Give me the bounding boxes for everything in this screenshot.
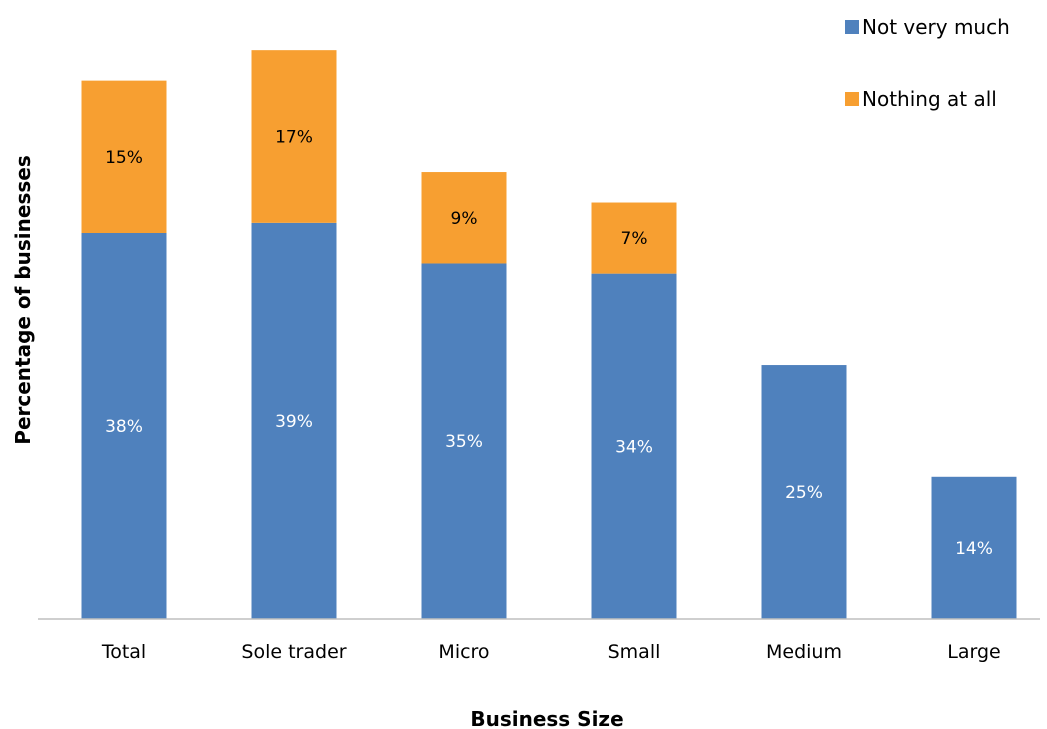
data-label-small-nothing-at-all: 7% — [621, 229, 648, 249]
bar-sole-trader-nothing-at-all — [251, 50, 337, 223]
data-label-large-not-very-much: 14% — [955, 539, 993, 559]
bar-small-nothing-at-all — [591, 202, 677, 274]
bar-sole-trader-not-very-much — [251, 222, 337, 619]
x-tick-labels: Total Sole trader Micro Small Medium Large — [101, 641, 1001, 663]
legend-label-not-very-much: Not very much — [862, 15, 1010, 39]
x-axis-title: Business Size — [470, 707, 623, 729]
data-label-small-not-very-much: 34% — [615, 437, 653, 457]
data-label-sole-trader-nothing-at-all: 17% — [275, 128, 313, 148]
bar-large-not-very-much — [931, 476, 1017, 619]
legend: Not very much Nothing at all — [845, 15, 1010, 111]
bar-small-not-very-much — [591, 273, 677, 619]
bar-medium-not-very-much — [761, 365, 847, 619]
data-label-total-not-very-much: 38% — [105, 417, 143, 437]
legend-label-nothing-at-all: Nothing at all — [862, 87, 997, 111]
data-label-micro-nothing-at-all: 9% — [451, 209, 478, 229]
data-label-medium-not-very-much: 25% — [785, 483, 823, 503]
x-tick-total: Total — [101, 641, 146, 663]
bar-total-not-very-much — [81, 233, 167, 619]
x-tick-medium: Medium — [766, 641, 842, 663]
bar-micro-nothing-at-all — [421, 172, 507, 264]
data-label-sole-trader-not-very-much: 39% — [275, 412, 313, 432]
bars-group: 38% 15% 39% 17% 35% 9% 34% 7% 25% 14% — [81, 50, 1017, 619]
bar-total-nothing-at-all — [81, 80, 167, 233]
legend-swatch-nothing-at-all — [845, 92, 859, 106]
x-tick-sole-trader: Sole trader — [241, 641, 346, 663]
y-axis-title: Percentage of businesses — [11, 155, 35, 444]
x-tick-micro: Micro — [438, 641, 489, 663]
legend-swatch-not-very-much — [845, 20, 859, 34]
x-tick-small: Small — [608, 641, 661, 663]
data-label-micro-not-very-much: 35% — [445, 432, 483, 452]
data-label-total-nothing-at-all: 15% — [105, 148, 143, 168]
x-tick-large: Large — [947, 641, 1000, 663]
bar-micro-not-very-much — [421, 263, 507, 619]
